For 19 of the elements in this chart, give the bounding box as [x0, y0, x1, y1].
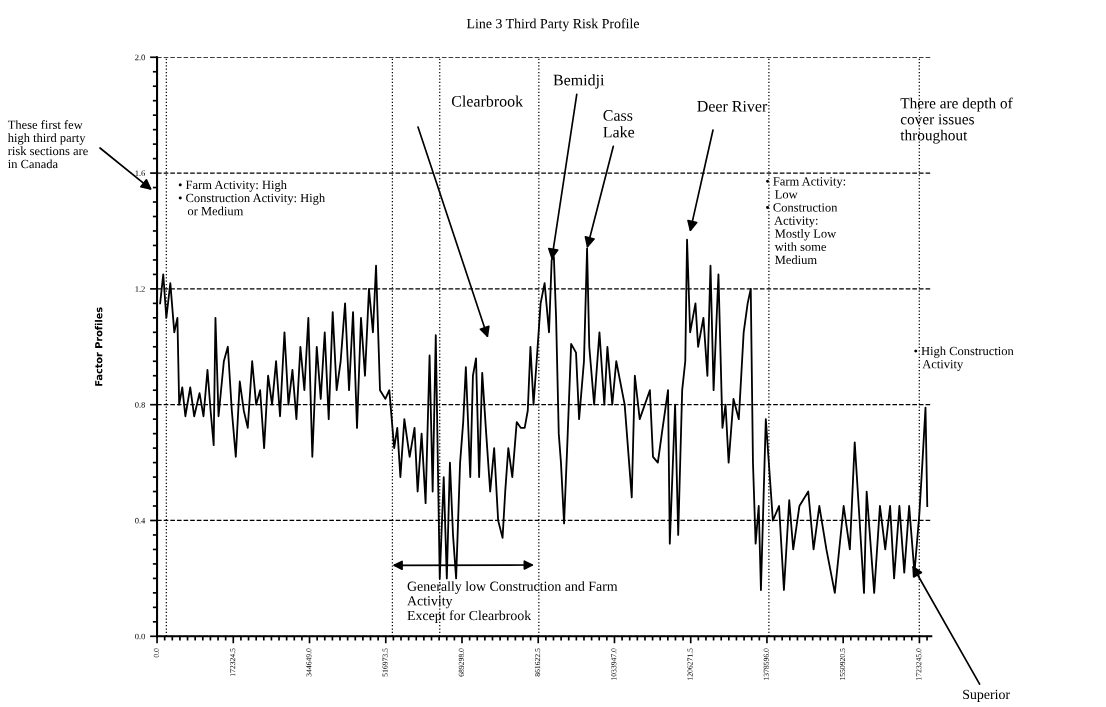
annotation: Superior: [963, 689, 1010, 702]
annotation: • Farm Activity: Low • Construction Activity: Mostly Low with some Medium: [766, 177, 846, 265]
annotation: Clearbrook: [451, 95, 524, 107]
annotation: There are depth of cover issues throughout: [900, 97, 1013, 144]
annotation: • Farm Activity: High • Construction Activity: High or Medium: [178, 180, 325, 216]
chart-title: Line 3 Third Party Risk Profile: [466, 18, 639, 32]
y-tick-label: 1.6: [135, 170, 145, 177]
annotation: • High Construction Activity: [914, 346, 1014, 371]
text: These first few high third party risk sections are in Canada: [7, 120, 88, 169]
y-tick-label: 0.8: [135, 402, 145, 408]
y-tick-label: 1.2: [135, 286, 145, 292]
annotation: Cass Lake: [603, 110, 635, 138]
y-axis-title: Factor Profiles: [94, 307, 103, 386]
annotation: Deer River: [697, 100, 768, 112]
annotation: Bemidji: [553, 74, 605, 89]
y-tick-label: 0.0: [135, 633, 145, 640]
annotation: Generally low Construction and Farm Activity Except for Clearbrook: [407, 581, 618, 624]
y-tick-label: 0.4: [135, 517, 146, 524]
y-tick-label: 2.0: [135, 54, 145, 61]
